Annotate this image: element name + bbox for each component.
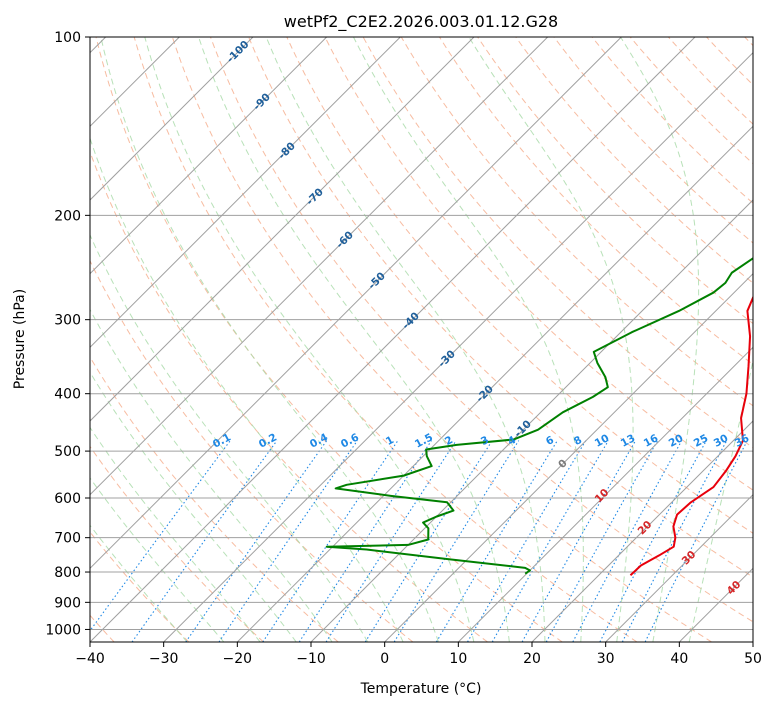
- mixing-ratio-line: [218, 440, 358, 642]
- x-tick-label: 20: [523, 651, 541, 667]
- moist-adiabat-line: [90, 371, 297, 642]
- pressure-grid: [90, 37, 753, 630]
- y-tick-label: 300: [54, 313, 81, 329]
- plot-frame: [89, 36, 754, 643]
- mixing-ratio-line: [298, 440, 432, 642]
- isotherm-line: [90, 37, 475, 422]
- x-tick-label: 30: [597, 651, 615, 667]
- mixing-ratio-line: [131, 440, 278, 642]
- x-tick-label: 10: [449, 651, 467, 667]
- isotherm-line: [531, 420, 753, 642]
- x-axis-label: Temperature (°C): [360, 681, 482, 697]
- dry-adiabat-line: [90, 445, 264, 642]
- isotherm-line: [90, 37, 328, 275]
- dry-adiabat-line: [171, 37, 712, 642]
- isotherm-line: [90, 37, 254, 201]
- dewpoint-profile: [325, 257, 753, 575]
- isotherms: [90, 37, 753, 642]
- mixing-ratio-line: [467, 440, 587, 642]
- x-tick-label: 40: [670, 651, 688, 667]
- y-tick-label: 700: [54, 531, 81, 547]
- x-tick-label: −40: [75, 651, 105, 667]
- y-tick-label: 900: [54, 595, 81, 611]
- mixing-ratio-line: [325, 440, 457, 642]
- isotherm-line: [384, 272, 753, 642]
- mixing-ratio-line: [185, 440, 328, 642]
- y-tick-label: 1000: [45, 622, 81, 638]
- dry-adiabat-line: [515, 37, 753, 284]
- dry-adiabat-line: [133, 37, 638, 642]
- y-tick-label: 500: [54, 444, 81, 460]
- y-tick-label: 800: [54, 565, 81, 581]
- dry-adiabat-line: [90, 356, 339, 642]
- moist-adiabat-line: [144, 37, 475, 642]
- moist-adiabat-line: [90, 477, 225, 642]
- isotherm-line: [236, 125, 753, 642]
- mixing-ratio-line: [364, 440, 493, 642]
- y-axis: 100 200 300 400 500 600 700 800 900 1000: [45, 30, 90, 638]
- dry-adiabat-line: [248, 37, 753, 578]
- profiles: [325, 257, 753, 576]
- y-tick-label: 600: [54, 491, 81, 507]
- isotherm-line: [90, 37, 622, 570]
- dry-adiabats: [90, 37, 753, 642]
- isotherm-line: [90, 37, 549, 496]
- y-axis-label: Pressure (hPa): [12, 289, 28, 389]
- isotherm-line: [163, 51, 753, 642]
- moist-adiabat-line: [90, 308, 333, 642]
- x-tick-label: 50: [744, 651, 762, 667]
- chart-title: wetPf2_C2E2.2026.003.01.12.G28: [284, 12, 558, 32]
- dry-adiabat-line: [286, 37, 753, 534]
- mixing-ratio-line: [644, 440, 748, 642]
- x-tick-label: −10: [296, 651, 326, 667]
- isotherm-line: [457, 346, 753, 642]
- moist-adiabat-line: [90, 426, 261, 642]
- x-tick-label: 0: [380, 651, 389, 667]
- mixing-ratio-line: [572, 440, 683, 642]
- x-axis: −40 −30 −20 −10 0 10 20 30 40 50: [75, 642, 762, 667]
- moist-adiabat-line: [100, 37, 439, 642]
- moist-adiabat-line: [198, 37, 510, 642]
- dry-adiabat-line: [95, 37, 563, 642]
- isotherm-line: [605, 493, 753, 642]
- y-tick-label: 400: [54, 387, 81, 403]
- moist-adiabat-line: [90, 136, 404, 642]
- mixing-ratio-line: [435, 440, 558, 642]
- isotherm-line: [90, 37, 696, 642]
- moist-adiabat-line: [90, 233, 369, 642]
- moist-adiabat-line: [90, 524, 188, 642]
- dry-adiabat-line: [210, 37, 753, 623]
- mixing-ratio-lines: [90, 440, 748, 642]
- y-tick-label: 200: [54, 208, 81, 224]
- isotherm-line: [310, 199, 753, 642]
- dry-adiabat-line: [90, 259, 414, 642]
- moist-adiabat-line: [688, 358, 753, 642]
- x-tick-label: −30: [149, 651, 179, 667]
- moist-adiabat-line: [353, 37, 584, 642]
- moist-adiabat-line: [620, 37, 700, 642]
- mixing-ratio-line: [262, 440, 399, 642]
- mixing-ratio-line: [521, 440, 637, 642]
- y-tick-label: 100: [54, 30, 81, 46]
- temperature-profile: [629, 295, 753, 576]
- moist-adiabat-line: [265, 37, 546, 642]
- mixing-ratio-line: [90, 440, 231, 632]
- mixing-ratio-line: [545, 440, 659, 642]
- isotherm-line: [90, 37, 401, 349]
- dry-adiabat-line: [324, 37, 753, 491]
- x-tick-label: −20: [223, 651, 253, 667]
